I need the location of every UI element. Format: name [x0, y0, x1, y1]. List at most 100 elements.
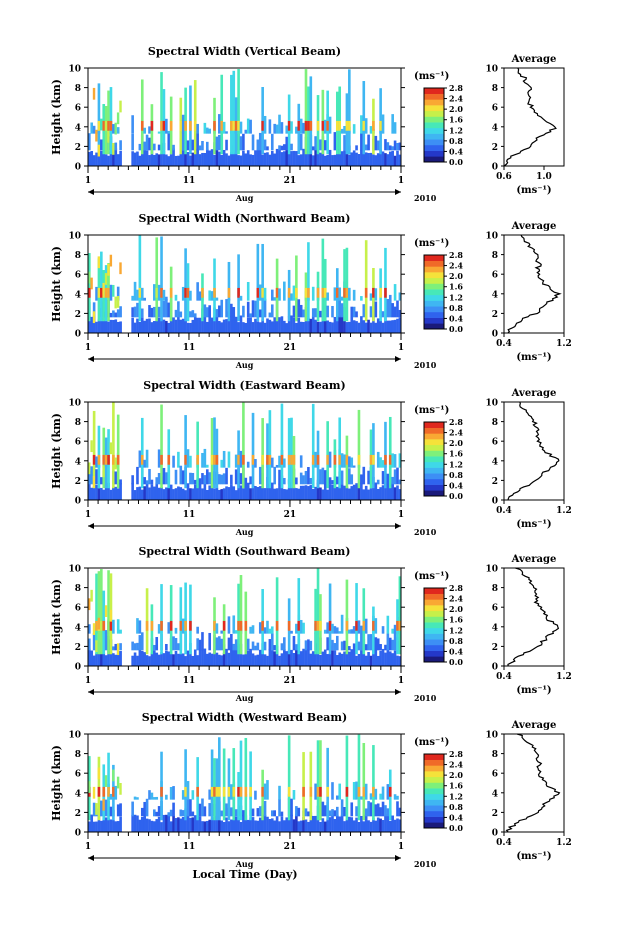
heatmap-cell: [112, 284, 115, 297]
heatmap-cell: [222, 821, 226, 832]
colorbar-segment: [424, 139, 444, 146]
colorbar-segment: [424, 644, 444, 651]
heatmap-cell: [335, 287, 339, 298]
heatmap-cell: [155, 237, 159, 322]
heatmap-cell: [97, 120, 101, 131]
heatmap-cell: [244, 620, 248, 631]
heatmap-cell: [345, 287, 349, 298]
colorbar-segment: [424, 422, 444, 428]
heatmap-cell: [391, 453, 394, 468]
heatmap-cell: [297, 120, 301, 131]
heatmap-cell: [213, 454, 216, 465]
heatmap-cell: [360, 474, 363, 485]
heatmap-cell: [352, 465, 356, 468]
heatmap-cell: [191, 152, 195, 166]
heatmap-cell: [95, 652, 98, 666]
colorbar-tick-label: 1.2: [449, 625, 463, 635]
heatmap-cell: [88, 781, 91, 793]
heatmap-cell: [374, 155, 378, 166]
heatmap-cell: [316, 568, 320, 655]
heatmap-cell: [283, 637, 286, 651]
heatmap-cell: [343, 125, 346, 134]
heatmap-cell: [388, 145, 392, 151]
heatmap-cell: [393, 487, 397, 500]
heatmap-cell: [145, 150, 149, 166]
heatmap-cell: [179, 818, 183, 832]
heatmap-field: [88, 402, 402, 500]
heatmap-cell: [239, 620, 243, 631]
colorbar-segment: [424, 610, 444, 617]
colorbar-segment: [424, 456, 444, 463]
heatmap-cell: [364, 118, 368, 134]
heatmap-cell: [321, 489, 325, 500]
heatmap-cell: [307, 639, 310, 651]
colorbar-unit: (ms⁻¹): [414, 571, 449, 582]
heatmap-cell: [160, 454, 163, 465]
heatmap-cell: [114, 457, 117, 470]
heatmap-cell: [177, 451, 180, 468]
heatmap-cell: [169, 154, 173, 166]
heatmap-cell: [251, 808, 255, 817]
heatmap-cell: [261, 487, 264, 500]
x-tick-label: 11: [183, 842, 196, 852]
heatmap-cell: [90, 316, 94, 333]
heatmap-cell: [249, 786, 252, 797]
heatmap-cell: [155, 637, 159, 651]
heatmap-cell: [150, 652, 154, 666]
heatmap-cell: [196, 317, 199, 333]
heatmap-cell: [319, 821, 322, 832]
heatmap-cell: [333, 819, 337, 832]
heatmap-cell: [263, 139, 267, 151]
heatmap-cell: [285, 125, 289, 134]
heatmap-cell: [283, 320, 286, 333]
heatmap-cell: [372, 154, 375, 166]
x-tick-label: 1: [398, 176, 404, 186]
heatmap-cell: [396, 485, 399, 500]
heatmap-cell: [343, 807, 346, 817]
x-tick-label: 11: [183, 176, 196, 186]
colorbar-tick-label: 2.4: [449, 760, 463, 770]
heatmap-cell: [100, 118, 103, 131]
heatmap-cell: [290, 630, 293, 634]
month-arrow-left: [88, 689, 94, 695]
colorbar-tick-label: 0.4: [449, 812, 463, 822]
heatmap-cell: [189, 290, 192, 301]
heatmap-cell: [222, 149, 226, 166]
heatmap-cell: [384, 652, 387, 666]
heatmap-cell: [251, 454, 255, 465]
heatmap-cell: [114, 312, 118, 318]
heatmap-cell: [304, 120, 308, 131]
heatmap-cell: [131, 295, 134, 301]
heatmap-cell: [138, 648, 142, 666]
heatmap-cell: [304, 808, 308, 817]
heatmap-cell: [160, 822, 163, 832]
heatmap-cell: [364, 644, 368, 651]
heatmap-cell: [196, 626, 199, 634]
heatmap-cell: [140, 287, 144, 301]
heatmap-cell: [104, 287, 108, 298]
heatmap-cell: [165, 472, 168, 485]
heatmap-cell: [133, 814, 137, 832]
heatmap-cell: [165, 299, 168, 318]
heatmap-cell: [331, 809, 334, 817]
colorbar-tick-label: 1.6: [449, 282, 463, 292]
heatmap-cell: [136, 289, 139, 301]
heatmap-cell: [393, 650, 397, 666]
heatmap-cell: [328, 484, 332, 500]
heatmap-cell: [295, 477, 298, 485]
heatmap-cell: [104, 120, 108, 131]
heatmap-cell: [97, 319, 101, 333]
colorbar-segment: [424, 816, 444, 823]
heatmap-cell: [381, 626, 385, 634]
y-tick-label: 2: [75, 809, 81, 819]
heatmap-cell: [340, 484, 344, 500]
heatmap-cell: [153, 644, 156, 651]
heatmap-cell: [181, 810, 185, 817]
colorbar-segment: [424, 255, 444, 261]
heatmap-cell: [304, 148, 308, 166]
heatmap-cell: [251, 154, 255, 166]
x-tick-label: 21: [284, 510, 297, 520]
heatmap-cell: [112, 124, 115, 134]
colorbar-segment: [424, 633, 444, 640]
heatmap-cell: [355, 817, 358, 832]
